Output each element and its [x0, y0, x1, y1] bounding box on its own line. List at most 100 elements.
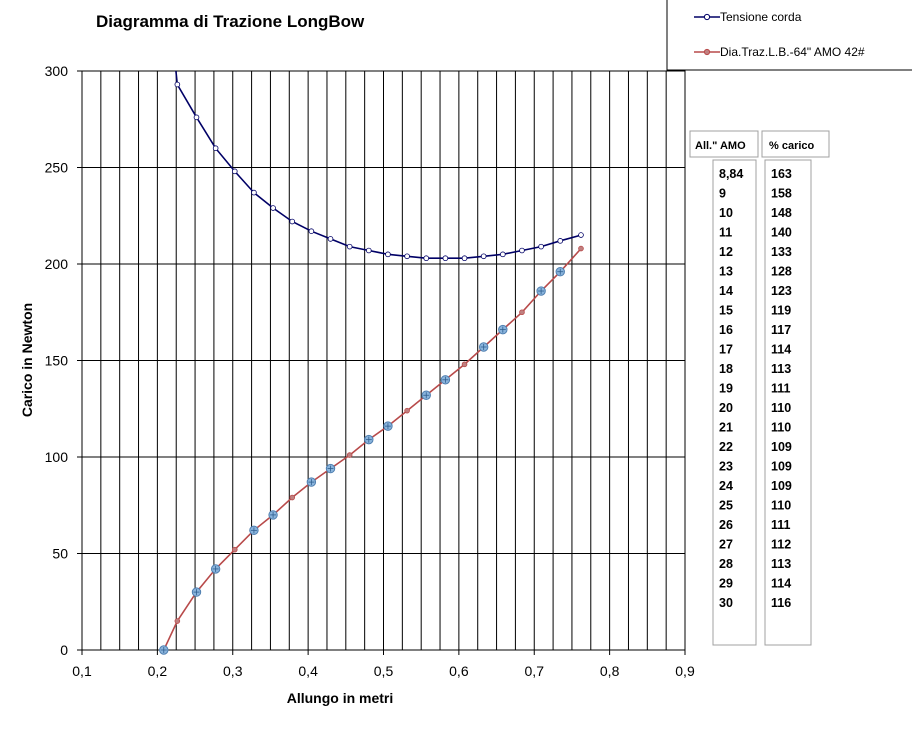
- y-tick-label: 100: [45, 449, 69, 465]
- series-point-0: [251, 189, 257, 196]
- table-cell: 12: [719, 245, 733, 259]
- series-point-0: [578, 232, 584, 238]
- series-point-1: [289, 494, 296, 501]
- x-tick-label: 0,7: [525, 663, 545, 679]
- series-point-0: [231, 168, 238, 175]
- side-table: All." AMO % carico 8,84 163 9 158 10 148 11 140 12…: [689, 130, 830, 646]
- series-point-0: [423, 255, 430, 262]
- table-cell: 112: [771, 538, 791, 552]
- table-cell: 128: [771, 265, 792, 279]
- table-cell: 117: [771, 323, 791, 337]
- table-cell: 109: [771, 440, 792, 454]
- table-cell: 22: [719, 440, 733, 454]
- series-point-0: [519, 247, 525, 254]
- legend-box: [666, 0, 912, 71]
- y-tick-label: 150: [45, 353, 69, 369]
- legend-marker-tensione: [703, 13, 711, 21]
- series-point-1: [404, 407, 410, 414]
- series-point-0: [385, 251, 391, 258]
- highlight-marker: [421, 390, 431, 400]
- axis-ticks: [77, 70, 686, 655]
- highlight-marker: [191, 587, 202, 597]
- table-cell: 14: [719, 284, 733, 298]
- x-tick-label: 0,3: [223, 663, 243, 679]
- series-line-0: [175, 71, 582, 260]
- x-tick-label: 0,9: [675, 663, 695, 679]
- series-point-0: [270, 205, 276, 211]
- table-header-box: [689, 130, 759, 158]
- table-cell: 114: [771, 577, 791, 591]
- y-tick-label: 200: [45, 256, 69, 272]
- series-point-0: [327, 236, 334, 242]
- y-axis-label: Carico in Newton: [19, 303, 35, 417]
- table-cell: 17: [719, 343, 733, 357]
- x-tick-label: 0,8: [600, 663, 620, 679]
- table-cell: 111: [771, 382, 791, 396]
- grid: [82, 71, 685, 650]
- series-layer: [160, 71, 584, 650]
- table-header: % carico: [769, 140, 815, 152]
- y-tick-label: 50: [52, 546, 68, 562]
- highlight-marker: [498, 324, 508, 335]
- series-point-0: [442, 255, 449, 262]
- legend-marker-diatraz: [703, 48, 711, 56]
- highlight-marker: [478, 342, 489, 352]
- highlight-marker: [555, 267, 565, 277]
- table-cell: 11: [719, 226, 732, 240]
- table-cell: 148: [771, 206, 792, 220]
- series-0: [174, 71, 584, 262]
- table-cell: 16: [719, 323, 733, 337]
- y-tick-label: 0: [60, 642, 68, 658]
- table-cell: 123: [771, 284, 792, 298]
- series-point-0: [480, 253, 487, 260]
- highlight-marker: [325, 463, 336, 474]
- y-tick-label: 300: [45, 63, 69, 79]
- chart-title: Diagramma di Trazione LongBow: [96, 12, 365, 31]
- x-tick-label: 0,1: [72, 663, 92, 679]
- table-cell: 116: [771, 596, 791, 610]
- table-cell: 27: [719, 538, 733, 552]
- table-cell: 158: [771, 187, 792, 201]
- table-cell: 163: [771, 167, 792, 181]
- series-1: [160, 245, 584, 650]
- series-point-1: [461, 361, 468, 368]
- table-cell: 18: [719, 362, 733, 376]
- table-cell: 15: [719, 304, 733, 318]
- series-point-0: [538, 243, 544, 250]
- series-point-0: [366, 247, 372, 254]
- highlight-marker: [159, 645, 169, 655]
- series-point-0: [212, 145, 219, 152]
- table-cell: 113: [771, 362, 791, 376]
- table-cell: 24: [719, 479, 733, 493]
- series-point-1: [346, 452, 353, 458]
- table-cell: 110: [771, 421, 791, 435]
- series-point-0: [308, 228, 315, 234]
- table-cell: 25: [719, 499, 733, 513]
- highlight-marker: [440, 375, 451, 385]
- legend-label-tensione: Tensione corda: [720, 10, 802, 24]
- legend-label-diatraz: Dia.Traz.L.B.-64" AMO 42#: [720, 45, 865, 59]
- series-point-0: [346, 243, 353, 250]
- table-header: All." AMO: [695, 140, 746, 152]
- table-cell: 111: [771, 518, 791, 532]
- series-point-1: [578, 245, 584, 252]
- x-tick-label: 0,6: [449, 663, 469, 679]
- highlight-layer: [159, 267, 565, 655]
- highlight-marker: [364, 434, 374, 445]
- x-tick-labels: 0,1 0,2 0,3 0,4 0,5 0,6 0,7 0,8 0,9: [72, 663, 695, 679]
- table-cell: 114: [771, 343, 791, 357]
- table-cell: 133: [771, 245, 792, 259]
- table-cell: 110: [771, 499, 791, 513]
- series-point-0: [289, 218, 296, 225]
- table-cell: 109: [771, 479, 792, 493]
- table-column-box: [712, 159, 757, 646]
- x-axis-label: Allungo in metri: [287, 690, 394, 706]
- series-line-1: [163, 248, 582, 650]
- table-cell: 21: [719, 421, 733, 435]
- x-tick-label: 0,4: [298, 663, 318, 679]
- x-tick-label: 0,2: [148, 663, 168, 679]
- highlight-marker: [383, 421, 393, 431]
- table-cell: 30: [719, 596, 733, 610]
- legend: Tensione corda Dia.Traz.L.B.-64" AMO 42#: [666, 0, 912, 71]
